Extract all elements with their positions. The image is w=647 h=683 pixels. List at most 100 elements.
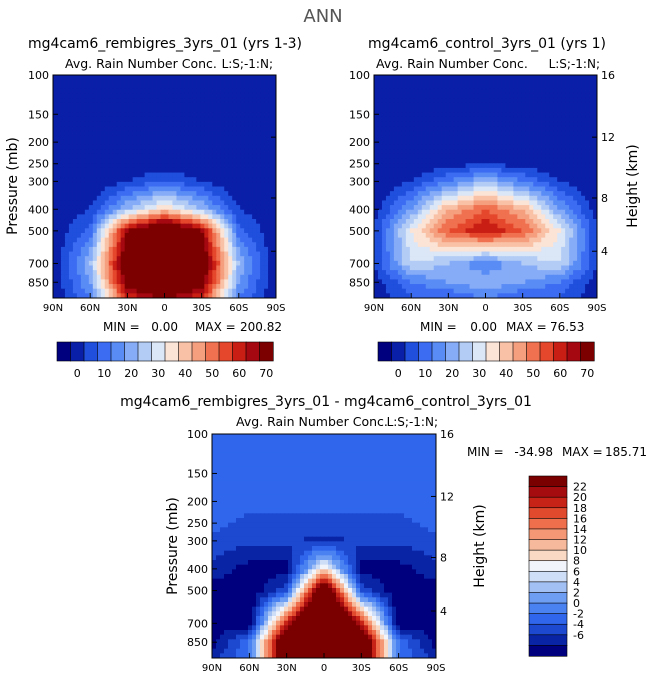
heatmap-cell [264, 274, 269, 281]
heatmap-cell [272, 112, 276, 118]
heatmap-cell [88, 214, 94, 220]
heatmap-cell [144, 265, 150, 271]
heatmap-cell [264, 191, 269, 197]
heatmap-cell [188, 219, 193, 225]
heatmap-cell [425, 205, 431, 211]
heatmap-cell [517, 205, 522, 211]
heatmap-cell [513, 246, 518, 253]
heatmap-cell [477, 242, 483, 248]
heatmap-cell [156, 242, 162, 248]
heatmap-cell [377, 79, 383, 85]
heatmap-cell [268, 172, 273, 178]
heatmap-cell [381, 140, 387, 146]
heatmap-cell [84, 149, 90, 155]
heatmap-cell [272, 181, 276, 188]
heatmap-cell [136, 191, 142, 197]
heatmap-cell [232, 242, 237, 248]
heatmap-cell [461, 177, 467, 183]
heatmap-cell [481, 158, 487, 164]
heatmap-cell [553, 116, 558, 123]
heatmap-cell [96, 288, 102, 294]
heatmap-cell [88, 284, 94, 290]
heatmap-cell [461, 112, 467, 118]
heatmap-cell [433, 219, 439, 225]
heatmap-cell [96, 228, 102, 234]
heatmap-cell [377, 246, 383, 253]
heatmap-cell [116, 84, 122, 90]
heatmap-cell [505, 135, 510, 141]
heatmap-cell [232, 209, 237, 215]
heatmap-cell [188, 209, 193, 215]
heatmap-cell [425, 228, 431, 234]
heatmap-cell [260, 260, 265, 267]
heatmap-cell [104, 228, 110, 234]
heatmap-cell [381, 130, 387, 136]
heatmap-cell [453, 181, 459, 188]
heatmap-cell [493, 163, 499, 169]
heatmap-cell [565, 214, 570, 220]
heatmap-cell [264, 205, 269, 211]
heatmap-cell [228, 140, 233, 146]
heatmap-cell [409, 140, 415, 146]
heatmap-cell [437, 130, 443, 136]
heatmap-cell [553, 228, 558, 234]
heatmap-cell [192, 149, 197, 155]
heatmap-cell [132, 270, 138, 276]
heatmap-cell [457, 195, 463, 202]
heatmap-cell [108, 191, 114, 197]
heatmap-cell [477, 149, 483, 155]
heatmap-cell [429, 75, 435, 81]
heatmap-cell [493, 149, 499, 155]
heatmap-cell [96, 232, 102, 239]
heatmap-cell [537, 93, 542, 99]
heatmap-cell [196, 228, 201, 234]
heatmap-cell [493, 209, 499, 215]
heatmap-cell [104, 130, 110, 136]
heatmap-cell [228, 260, 233, 267]
heatmap-cell [272, 293, 276, 298]
heatmap-cell [76, 130, 82, 136]
heatmap-cell [272, 75, 276, 81]
heatmap-cell [537, 209, 542, 215]
heatmap-cell [236, 121, 241, 127]
heatmap-cell [417, 237, 423, 243]
heatmap-cell [268, 219, 273, 225]
heatmap-cell [92, 167, 98, 174]
heatmap-cell [485, 112, 491, 118]
heatmap-cell [132, 98, 138, 104]
heatmap-cell [413, 84, 419, 90]
heatmap-cell [381, 116, 387, 123]
heatmap-cell [64, 112, 70, 118]
heatmap-cell [561, 107, 566, 113]
heatmap-cell [553, 84, 558, 90]
heatmap-cell [549, 256, 554, 262]
heatmap-cell [545, 232, 550, 239]
heatmap-cell [216, 195, 221, 202]
heatmap-cell [525, 84, 530, 90]
heatmap-cell [565, 209, 570, 215]
heatmap-cell [489, 107, 495, 113]
left-max-label: MAX = [195, 320, 236, 334]
heatmap-cell [108, 121, 114, 127]
heatmap-cell [192, 167, 197, 174]
heatmap-cell [132, 107, 138, 113]
heatmap-cell [545, 172, 550, 178]
heatmap-cell [252, 107, 257, 113]
heatmap-cell [252, 102, 257, 109]
heatmap-cell [517, 228, 522, 234]
heatmap-cell [397, 84, 403, 90]
heatmap-cell [517, 246, 522, 253]
heatmap-cell [220, 172, 225, 178]
heatmap-cell [485, 75, 491, 81]
heatmap-cell [152, 223, 158, 229]
heatmap-cell [72, 279, 78, 285]
heatmap-cell [92, 265, 98, 271]
heatmap-cell [168, 144, 174, 150]
heatmap-cell [417, 181, 423, 188]
heatmap-cell [136, 209, 142, 215]
heatmap-cell [469, 219, 475, 225]
heatmap-cell [453, 116, 459, 123]
heatmap-cell [565, 135, 570, 141]
heatmap-cell [485, 153, 491, 160]
heatmap-cell [374, 242, 379, 248]
